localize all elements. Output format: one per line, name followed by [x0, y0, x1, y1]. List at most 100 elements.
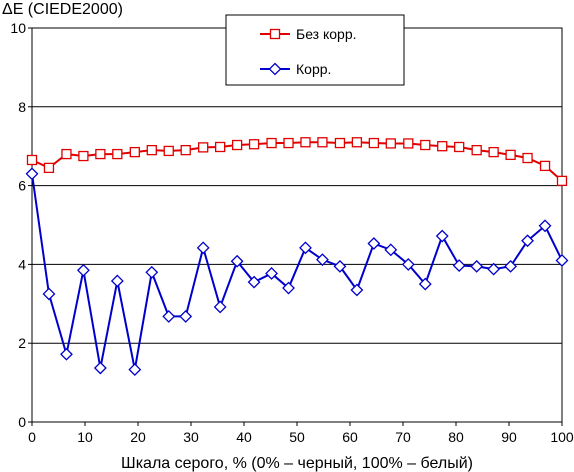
data-point [435, 229, 449, 243]
data-point [61, 148, 72, 160]
y-tick-label: 4 [18, 256, 26, 272]
data-point [196, 241, 210, 255]
data-point [555, 254, 569, 267]
data-point [470, 259, 484, 273]
data-point [505, 149, 516, 161]
data-point [248, 139, 260, 150]
data-point [299, 241, 312, 255]
data-point [368, 137, 380, 149]
data-point [504, 259, 518, 273]
data-point [95, 148, 106, 160]
legend-label: Без корр. [296, 26, 357, 42]
data-point [367, 237, 381, 250]
x-tick-label: 30 [183, 429, 199, 445]
data-point [25, 167, 39, 181]
data-point [420, 139, 431, 151]
y-tick-label: 2 [18, 335, 26, 351]
data-point [198, 142, 209, 153]
data-point [437, 141, 448, 152]
data-point [179, 309, 193, 323]
data-point [162, 309, 176, 323]
data-point [403, 138, 414, 149]
data-point [214, 141, 226, 153]
data-point [93, 361, 107, 375]
data-point [333, 259, 347, 273]
legend-item-1: Без корр. [260, 26, 357, 42]
x-axis-label: Шкала серого, % (0% – черный, 100% – бел… [121, 455, 473, 472]
data-point [454, 141, 465, 153]
data-point [401, 257, 415, 271]
legend: Без корр. Корр. [225, 14, 405, 86]
legend-box [225, 14, 405, 86]
data-point [163, 145, 174, 157]
data-point [538, 219, 552, 233]
data-point [112, 148, 123, 160]
data-point [539, 160, 551, 172]
data-point [487, 262, 501, 276]
data-point [26, 154, 38, 166]
data-point [452, 259, 466, 273]
x-tick-label: 70 [395, 429, 411, 445]
x-tick-label: 60 [342, 429, 358, 445]
x-tick-label: 90 [501, 429, 517, 445]
data-point [471, 144, 482, 156]
data-point [128, 363, 142, 377]
data-point [265, 267, 278, 280]
x-tick-label: 50 [289, 429, 305, 445]
legend-marker [268, 62, 282, 76]
data-point [385, 138, 396, 149]
x-tick-label: 80 [448, 429, 464, 445]
data-point [334, 137, 346, 149]
data-point [351, 137, 363, 148]
data-point [316, 253, 329, 267]
data-point [350, 283, 364, 297]
data-point [213, 300, 227, 314]
series-2 [25, 167, 569, 377]
data-point [60, 347, 73, 361]
chart-title: ΔE (CIEDE2000) [2, 1, 123, 18]
series-line [31, 173, 563, 370]
data-point [231, 139, 243, 151]
data-point [522, 152, 533, 164]
data-point [488, 146, 499, 158]
y-axis-ticks: 0 2 4 6 8 10 [10, 20, 32, 430]
data-point [42, 287, 56, 301]
data-point [180, 144, 191, 156]
data-point [247, 275, 261, 289]
series-1 [26, 137, 568, 187]
data-point [76, 263, 90, 277]
data-point [146, 144, 157, 156]
data-point [283, 137, 294, 149]
x-tick-label: 40 [236, 429, 252, 445]
data-point [129, 146, 140, 158]
data-point [266, 137, 277, 149]
y-tick-label: 10 [10, 20, 26, 36]
data-point [43, 162, 55, 174]
data-point [282, 281, 295, 295]
legend-label: Корр. [296, 61, 331, 77]
data-point [300, 137, 311, 148]
data-point [556, 175, 568, 187]
x-tick-label: 0 [28, 429, 36, 445]
data-point [317, 137, 328, 148]
data-point [418, 277, 432, 291]
data-point [521, 234, 534, 248]
data-point [78, 150, 89, 162]
legend-item-2: Корр. [260, 61, 331, 77]
data-series [25, 137, 569, 377]
data-point [145, 265, 159, 279]
series-line [31, 141, 563, 182]
legend-marker [269, 28, 281, 40]
plot-area-frame [31, 27, 563, 423]
y-tick-label: 0 [18, 414, 26, 430]
data-point [110, 274, 124, 288]
x-tick-label: 10 [77, 429, 93, 445]
data-point [384, 243, 398, 257]
y-tick-label: 6 [18, 178, 26, 194]
x-tick-label: 100 [550, 429, 574, 445]
x-axis-ticks: 0 10 20 30 40 50 60 70 80 90 100 [28, 422, 574, 445]
data-point [230, 254, 244, 268]
x-tick-label: 20 [130, 429, 146, 445]
y-tick-label: 8 [18, 99, 26, 115]
